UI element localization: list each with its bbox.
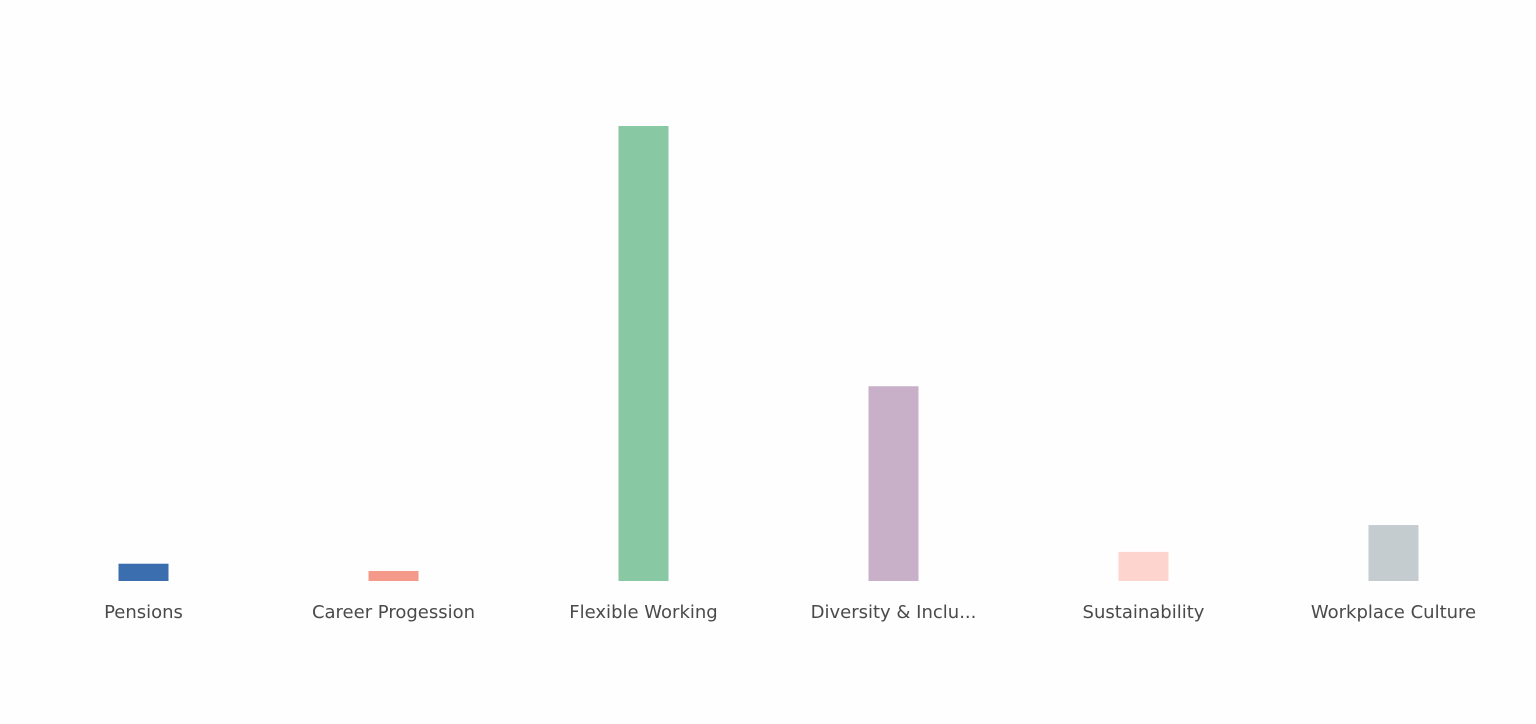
x-tick-label-workplace-culture: Workplace Culture xyxy=(1311,602,1476,623)
bars-group xyxy=(118,126,1419,581)
bar-diversity-inclu[interactable] xyxy=(868,386,919,581)
bar-flexible-working[interactable] xyxy=(618,126,669,581)
bar-pensions[interactable] xyxy=(118,563,169,581)
x-tick-label-career-progession: Career Progession xyxy=(312,602,475,623)
x-tick-labels: Pensions Career Progession Flexible Workin… xyxy=(104,602,1476,623)
bar-sustainability[interactable] xyxy=(1118,551,1169,581)
x-tick-label-diversity-inclu: Diversity & Inclu... xyxy=(811,602,977,623)
x-tick-label-sustainability: Sustainability xyxy=(1083,602,1205,623)
x-tick-label-flexible-working: Flexible Working xyxy=(569,602,717,623)
x-tick-label-pensions: Pensions xyxy=(104,602,183,623)
bar-workplace-culture[interactable] xyxy=(1368,525,1419,581)
bar-career-progession[interactable] xyxy=(368,570,419,581)
